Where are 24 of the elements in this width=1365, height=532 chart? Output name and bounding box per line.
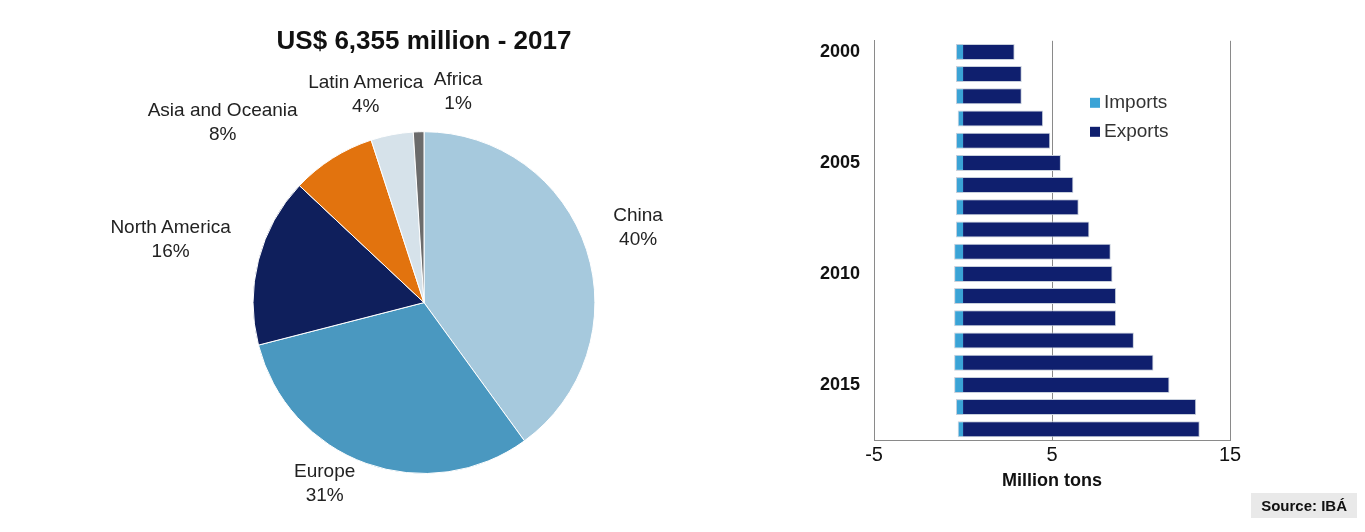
x-tick-label: -5: [865, 442, 883, 465]
y-tick-label: 2015: [820, 373, 861, 394]
slice-label: Africa: [433, 68, 483, 90]
legend-label: Imports: [1104, 91, 1168, 113]
data-label: 4%: [351, 95, 380, 117]
legend-label: Exports: [1104, 120, 1169, 142]
y-tick-label: 2000: [820, 40, 861, 61]
slice-label: Europe: [294, 460, 356, 482]
y-tick-label: 2010: [820, 262, 861, 283]
slice-label: Asia and Oceania: [147, 98, 299, 120]
data-label: 8%: [208, 122, 237, 144]
x-tick-label: 5: [1046, 442, 1058, 465]
slice-label: Latin America: [308, 71, 424, 93]
data-label: 40%: [619, 227, 658, 249]
data-label: 16%: [151, 239, 190, 261]
data-label: 31%: [305, 484, 344, 506]
x-axis-title: Million tons: [1002, 470, 1103, 491]
chart-title: US$ 6,355 million - 2017: [276, 24, 572, 55]
source-note: Source: IBÁ: [1251, 493, 1357, 518]
data-label: 1%: [444, 92, 472, 114]
y-tick-label: 2005: [820, 151, 861, 172]
x-tick-label: 15: [1218, 442, 1242, 465]
slice-label: North America: [110, 215, 232, 237]
slice-label: China: [613, 203, 664, 225]
